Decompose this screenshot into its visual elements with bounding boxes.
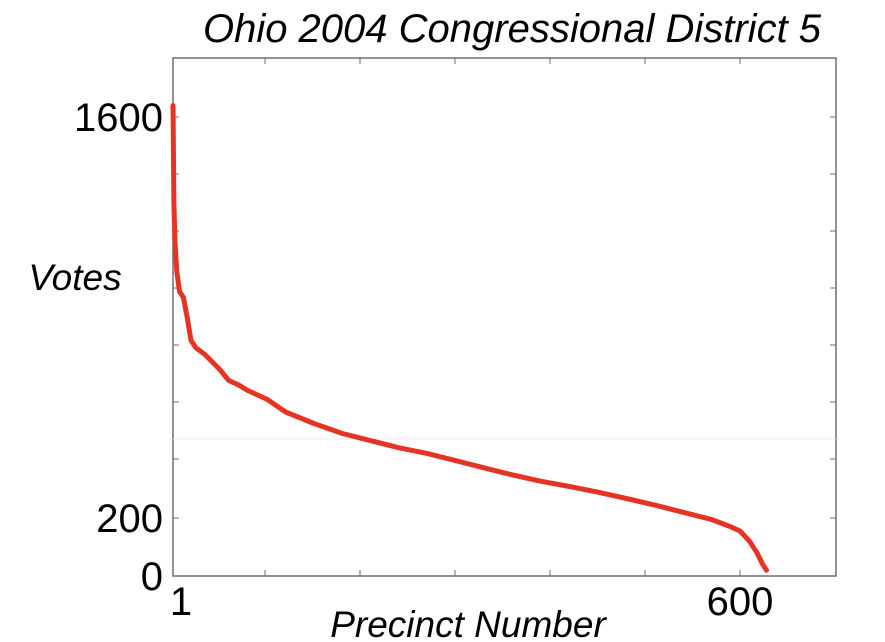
x-tick-label: 1 [170,580,192,624]
y-tick-label: 0 [141,555,163,599]
plot-frame [173,58,836,576]
y-axis-label: Votes [28,257,121,298]
chart-title: Ohio 2004 Congressional District 5 [203,7,822,51]
x-tick-label: 600 [707,580,774,624]
y-tick-label: 200 [96,497,163,541]
y-tick-label: 1600 [74,96,163,140]
x-axis-label: Precinct Number [330,604,607,642]
